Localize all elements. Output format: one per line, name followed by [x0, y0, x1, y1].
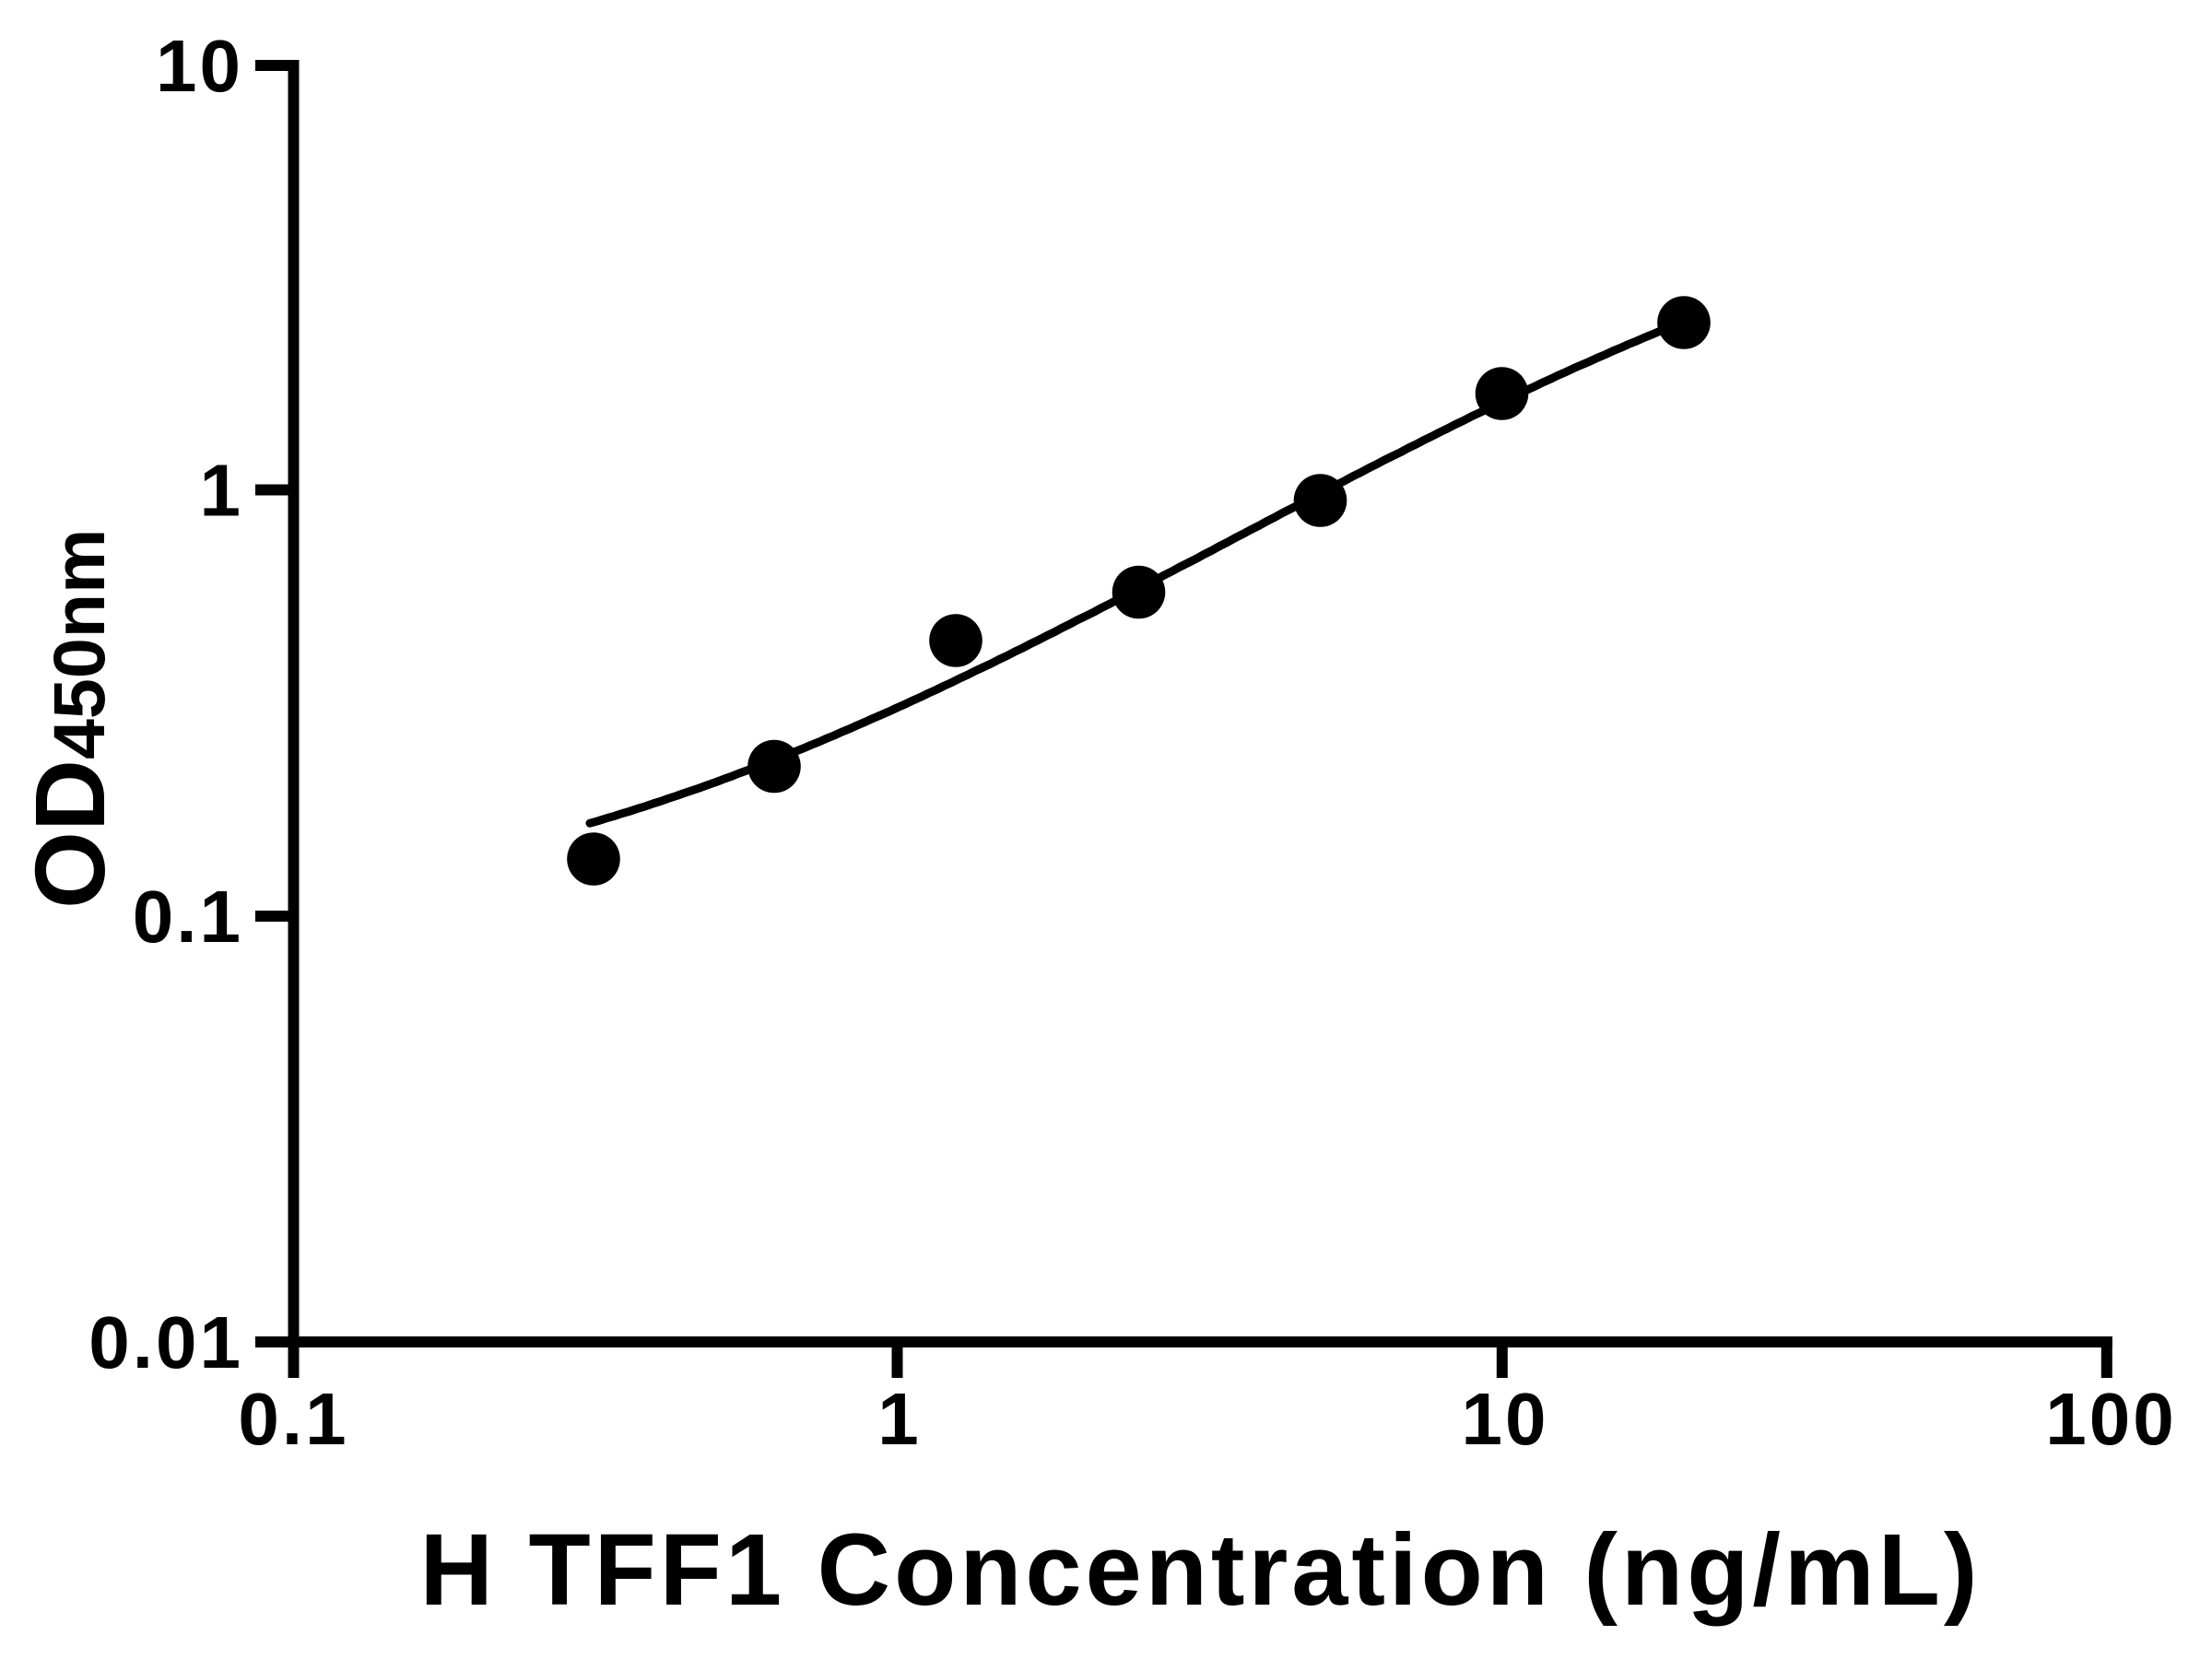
svg-text:1: 1	[877, 1378, 922, 1460]
svg-text:10: 10	[156, 25, 243, 107]
svg-text:100: 100	[2045, 1378, 2176, 1460]
svg-text:1: 1	[200, 450, 244, 532]
svg-text:0.1: 0.1	[238, 1378, 348, 1460]
svg-text:H TFF1 Concentration (ng/mL): H TFF1 Concentration (ng/mL)	[420, 1513, 1978, 1627]
svg-text:0.01: 0.01	[88, 1301, 243, 1383]
svg-text:0.1: 0.1	[133, 876, 243, 958]
svg-text:10: 10	[1462, 1378, 1549, 1460]
